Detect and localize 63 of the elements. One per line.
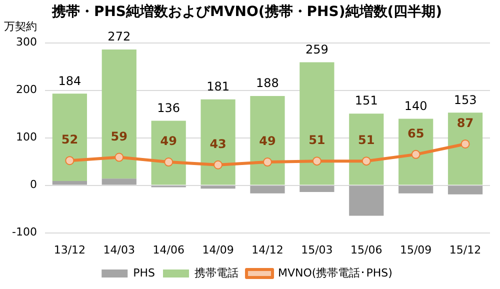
y-tick-label: 300 [16, 36, 37, 49]
bar [300, 62, 334, 185]
point [214, 160, 223, 170]
data-label: 43 [210, 137, 226, 151]
x-tick-label: 15/09 [400, 243, 432, 256]
x-tick-label: 15/06 [350, 243, 382, 256]
bar [349, 114, 384, 185]
legend-label: 携帯電話 [194, 266, 239, 280]
chart-title: 携帯・PHS純増数およびMVNO(携帯・PHS)純増数(四半期) [50, 3, 442, 20]
bar [52, 94, 87, 182]
data-label: 51 [358, 133, 375, 148]
data-label: 51 [308, 133, 326, 148]
x-tick-label: 15/12 [449, 243, 482, 256]
bar [398, 186, 434, 194]
data-label: 184 [58, 74, 82, 88]
point [312, 156, 322, 166]
bar [102, 178, 136, 185]
y-tick-label: 200 [16, 83, 37, 96]
data-label: 140 [404, 98, 428, 113]
bar [52, 181, 87, 185]
x-tick-label: 13/12 [54, 243, 86, 256]
legend-label: MVNO(携帯電話･PHS) [278, 266, 392, 280]
point [164, 158, 174, 167]
bar [300, 186, 334, 192]
y-tick-label: 100 [16, 130, 37, 144]
x-tick-label: 14/03 [103, 243, 135, 256]
point [262, 158, 272, 167]
bar [250, 186, 285, 194]
x-tick-label: 14/12 [252, 243, 284, 256]
data-label: 272 [108, 30, 131, 44]
data-label: 153 [454, 92, 477, 107]
data-label: 188 [256, 76, 279, 90]
data-label: 181 [206, 79, 230, 94]
data-label: 151 [354, 94, 378, 108]
y-axis-title: 万契約 [4, 20, 37, 34]
point [460, 139, 470, 148]
legend-label: PHS [133, 266, 156, 280]
point [65, 156, 74, 166]
bar [448, 112, 483, 185]
x-tick-label: 14/06 [152, 243, 184, 256]
data-label: 52 [61, 132, 78, 147]
x-tick-label: 14/09 [202, 243, 234, 256]
data-label: 65 [407, 126, 424, 141]
x-tick-label: 15/03 [301, 243, 333, 256]
bar [448, 186, 483, 194]
y-tick-label: 0 [30, 178, 37, 192]
data-label: 49 [160, 134, 177, 148]
bar [200, 186, 236, 189]
bar [398, 118, 434, 185]
point [114, 152, 124, 162]
point [411, 150, 420, 159]
data-label: 59 [110, 129, 128, 144]
data-label: 136 [157, 100, 180, 115]
bar [250, 96, 285, 185]
bar [151, 120, 186, 185]
data-label: 259 [305, 42, 328, 56]
bar [349, 186, 384, 216]
point [362, 156, 371, 166]
bar [102, 49, 136, 179]
y-tick-label: -100 [12, 226, 37, 239]
bar [200, 99, 236, 185]
data-label: 49 [259, 134, 276, 148]
data-label: 87 [456, 116, 474, 130]
